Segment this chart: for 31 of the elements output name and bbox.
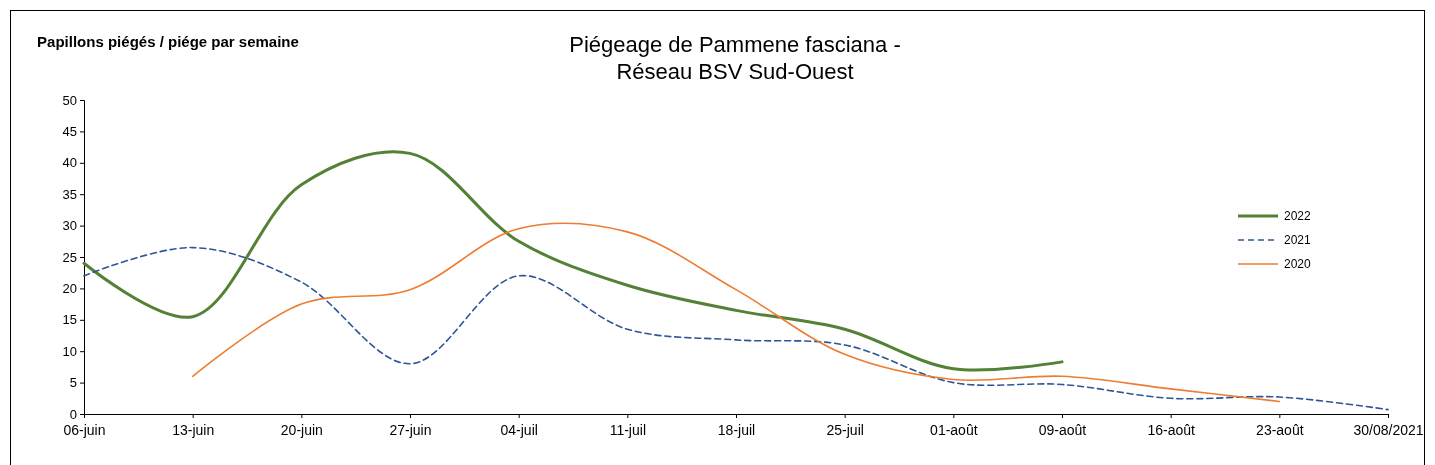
y-tick-label: 30 (62, 218, 77, 234)
y-tick-label: 40 (62, 155, 77, 171)
y-tick-label: 50 (62, 92, 77, 108)
line-series (82, 150, 1064, 372)
x-tick-label: 09-août (1038, 422, 1087, 438)
x-tick-label: 06-juin (63, 422, 106, 438)
y-tick-label: 15 (62, 312, 77, 328)
x-tick-label: 25-juil (826, 422, 864, 438)
chart-title: Piégeage de Pammene fasciana - Réseau BSV Sud-Ouest (569, 32, 901, 84)
x-tick-label: 01-août (930, 422, 978, 438)
x-tick-label: 04-juil (500, 422, 538, 438)
y-tick-label: 0 (69, 406, 77, 422)
y-tick-label: 45 (62, 124, 77, 140)
legend-label: 2020 (1284, 257, 1312, 271)
x-tick-label: 13-juin (172, 422, 215, 438)
x-tick-label: 11-juil (609, 422, 646, 438)
x-tick-label: 30/08/2021 (1353, 422, 1424, 438)
x-tick-label: 27-juin (389, 422, 432, 438)
x-tick-label: 23-août (1256, 422, 1304, 438)
legend-label: 2022 (1284, 209, 1312, 223)
y-axis-title: Papillons piégés / piége par semaine (37, 33, 299, 50)
y-tick-label: 35 (62, 186, 77, 202)
y-tick-label: 25 (62, 249, 77, 265)
line-series (83, 246, 1389, 411)
x-tick-label: 20-juin (280, 422, 323, 438)
legend-label: 2021 (1284, 233, 1312, 247)
x-tick-label: 18-juil (717, 422, 756, 438)
y-tick-label: 20 (62, 281, 77, 297)
y-tick-label: 10 (62, 343, 77, 359)
x-tick-label: 16-août (1147, 422, 1196, 438)
y-tick-label: 5 (69, 375, 77, 391)
